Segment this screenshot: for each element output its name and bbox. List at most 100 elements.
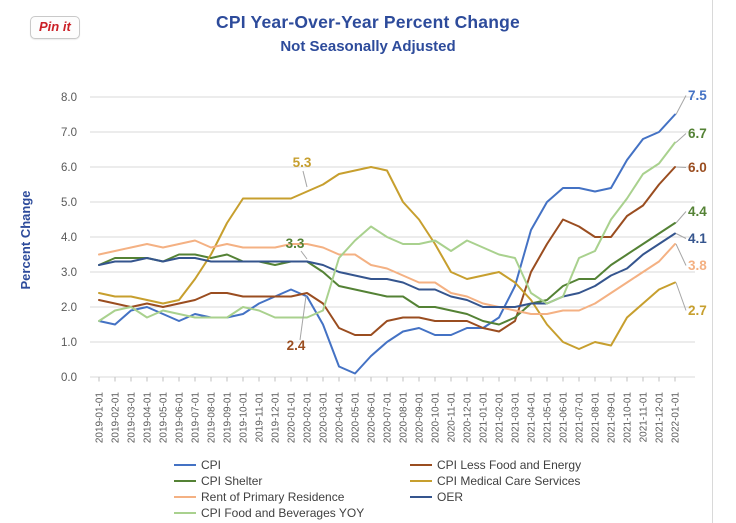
line-cpi-less-food-and-energy bbox=[98, 166, 676, 336]
x-tick-label: 2019-11-01 bbox=[255, 392, 266, 443]
end-label-cpi: 7.5 bbox=[688, 88, 707, 103]
y-tick-label: 2.0 bbox=[61, 302, 77, 314]
end-label-cpi-shelter: 4.4 bbox=[688, 204, 707, 219]
legend-item-cpi-less-food-and-energy: CPI Less Food and Energy bbox=[410, 457, 581, 473]
legend-label: CPI Shelter bbox=[201, 474, 263, 488]
x-tick-label: 2020-08-01 bbox=[399, 392, 410, 444]
legend-swatch-oer bbox=[410, 496, 432, 498]
legend-item-rent-of-primary-residence: Rent of Primary Residence bbox=[174, 489, 364, 505]
annotation-leader-2-4 bbox=[299, 295, 307, 341]
x-tick-label: 2020-06-01 bbox=[367, 392, 378, 444]
legend-swatch-rent-of-primary-residence bbox=[174, 496, 196, 498]
legend-swatch-cpi-shelter bbox=[174, 480, 196, 482]
end-label-leader-cpi-shelter bbox=[675, 211, 687, 224]
x-tick-label: 2019-04-01 bbox=[143, 392, 154, 444]
x-tick-label: 2019-12-01 bbox=[271, 392, 282, 444]
x-tick-label: 2020-11-01 bbox=[447, 392, 458, 443]
y-tick-label: 0.0 bbox=[61, 372, 77, 384]
x-tick-label: 2021-05-01 bbox=[543, 392, 554, 444]
x-tick-label: 2021-04-01 bbox=[527, 392, 538, 444]
legend-label: Rent of Primary Residence bbox=[201, 490, 345, 504]
legend-swatch-cpi-medical-care-services bbox=[410, 480, 432, 482]
end-label-leader-oer bbox=[675, 233, 687, 239]
annotation-leader-5-3 bbox=[302, 170, 308, 188]
x-tick-label: 2019-01-01 bbox=[95, 392, 106, 444]
legend: CPI CPI Shelter Rent of Primary Residence C… bbox=[0, 457, 736, 523]
x-tick-label: 2021-07-01 bbox=[575, 392, 586, 444]
legend-item-cpi-food-and-beverages-yoy: CPI Food and Beverages YOY bbox=[174, 505, 364, 521]
annotation-3-3: 3.3 bbox=[286, 236, 305, 251]
legend-label: CPI Food and Beverages YOY bbox=[201, 506, 365, 520]
x-tick-label: 2021-02-01 bbox=[495, 392, 506, 444]
end-label-leader-cpi-less-food-and-energy bbox=[675, 166, 687, 168]
end-label-oer: 4.1 bbox=[688, 231, 707, 246]
x-tick-label: 2021-09-01 bbox=[607, 392, 618, 444]
x-tick-label: 2019-10-01 bbox=[239, 392, 250, 444]
legend-column-right: CPI Less Food and Energy CPI Medical Care… bbox=[410, 457, 581, 505]
legend-label: CPI Less Food and Energy bbox=[437, 458, 582, 472]
x-tick-label: 2020-07-01 bbox=[383, 392, 394, 444]
annotation-leader-3-3 bbox=[300, 250, 308, 260]
x-tick-label: 2019-06-01 bbox=[175, 392, 186, 444]
y-tick-label: 5.0 bbox=[61, 197, 77, 209]
x-tick-label: 2021-06-01 bbox=[559, 392, 570, 444]
end-label-leader-cpi bbox=[675, 95, 687, 115]
end-label-cpi-food-and-beverages-yoy: 6.7 bbox=[688, 126, 707, 141]
line-cpi-medical-care-services bbox=[98, 166, 676, 350]
x-tick-label: 2019-08-01 bbox=[207, 392, 218, 444]
legend-item-oer: OER bbox=[410, 489, 581, 505]
pinit-button[interactable]: Pin it bbox=[30, 16, 80, 39]
chart-title: CPI Year-Over-Year Percent Change bbox=[216, 12, 520, 32]
line-cpi bbox=[98, 113, 676, 375]
x-tick-label: 2020-02-01 bbox=[303, 392, 314, 444]
x-tick-label: 2020-05-01 bbox=[351, 392, 362, 444]
x-tick-label: 2020-04-01 bbox=[335, 392, 346, 444]
x-tick-label: 2020-09-01 bbox=[415, 392, 426, 444]
x-tick-label: 2019-09-01 bbox=[223, 392, 234, 444]
end-label-cpi-medical-care-services: 2.7 bbox=[688, 303, 707, 318]
chart-subtitle: Not Seasonally Adjusted bbox=[280, 38, 456, 55]
y-tick-label: 8.0 bbox=[61, 92, 77, 104]
x-tick-label: 2020-12-01 bbox=[463, 392, 474, 444]
y-tick-label: 7.0 bbox=[61, 127, 77, 139]
legend-label: CPI Medical Care Services bbox=[437, 474, 581, 488]
x-tick-label: 2020-10-01 bbox=[431, 392, 442, 444]
y-tick-label: 6.0 bbox=[61, 162, 77, 174]
y-tick-label: 4.0 bbox=[61, 232, 77, 244]
annotation-5-3: 5.3 bbox=[293, 155, 312, 170]
x-tick-label: 2021-11-01 bbox=[639, 392, 650, 443]
x-tick-label: 2019-05-01 bbox=[159, 392, 170, 444]
y-tick-label: 1.0 bbox=[61, 337, 77, 349]
legend-column-left: CPI CPI Shelter Rent of Primary Residence C… bbox=[174, 457, 364, 521]
legend-item-cpi-medical-care-services: CPI Medical Care Services bbox=[410, 473, 581, 489]
chart-border-right bbox=[712, 0, 713, 523]
x-tick-label: 2020-01-01 bbox=[287, 392, 298, 444]
x-tick-label: 2021-08-01 bbox=[591, 392, 602, 444]
legend-swatch-cpi-less-food-and-energy bbox=[410, 464, 432, 466]
legend-swatch-cpi-food-and-beverages-yoy bbox=[174, 512, 196, 514]
x-tick-label: 2019-07-01 bbox=[191, 392, 202, 444]
legend-item-cpi-shelter: CPI Shelter bbox=[174, 473, 364, 489]
line-rent-of-primary-residence bbox=[98, 239, 676, 315]
x-tick-label: 2020-03-01 bbox=[319, 392, 330, 444]
x-tick-label: 2021-01-01 bbox=[479, 392, 490, 444]
end-label-rent-of-primary-residence: 3.8 bbox=[688, 258, 707, 273]
end-label-leader-cpi-food-and-beverages-yoy bbox=[675, 133, 687, 143]
line-oer bbox=[98, 232, 676, 308]
x-tick-label: 2019-03-01 bbox=[127, 392, 138, 444]
x-tick-label: 2022-01-01 bbox=[671, 392, 682, 444]
legend-label: OER bbox=[437, 490, 464, 504]
x-tick-label: 2021-03-01 bbox=[511, 392, 522, 444]
x-tick-label: 2021-12-01 bbox=[655, 392, 666, 444]
x-tick-label: 2019-02-01 bbox=[111, 392, 122, 444]
line-cpi-food-and-beverages-yoy bbox=[98, 141, 676, 322]
y-tick-label: 3.0 bbox=[61, 267, 77, 279]
legend-item-cpi: CPI bbox=[174, 457, 364, 473]
annotation-2-4: 2.4 bbox=[287, 338, 306, 353]
end-label-leader-cpi-medical-care-services bbox=[675, 282, 687, 311]
legend-label: CPI bbox=[201, 458, 222, 472]
y-axis-title: Percent Change bbox=[18, 191, 33, 290]
x-tick-label: 2021-10-01 bbox=[623, 392, 634, 444]
